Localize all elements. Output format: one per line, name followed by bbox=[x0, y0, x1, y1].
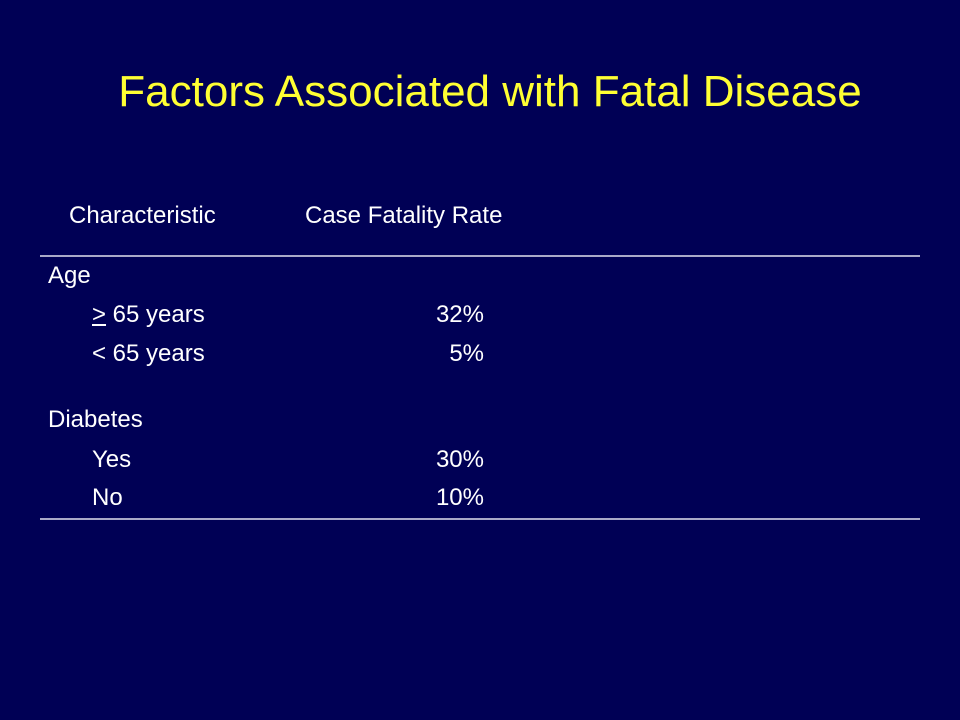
group-label: Age bbox=[48, 262, 91, 289]
row-value: 5% bbox=[449, 340, 484, 367]
fatality-table: Characteristic Case Fatality Rate Age > … bbox=[40, 0, 920, 720]
group-label-age: Age bbox=[40, 258, 920, 294]
row-label-text: 65 years bbox=[106, 301, 205, 328]
slide-title: Factors Associated with Fatal Disease bbox=[118, 67, 862, 116]
table-row: Yes 30% bbox=[40, 442, 920, 478]
row-label: Yes bbox=[92, 446, 132, 473]
row-value: 32% bbox=[435, 301, 484, 328]
row-label: < 65 years bbox=[92, 340, 205, 367]
row-label: No bbox=[92, 484, 123, 511]
row-label: > 65 years bbox=[92, 297, 205, 333]
table-row: < 65 years 5% bbox=[40, 336, 920, 372]
row-value: 10% bbox=[435, 484, 484, 511]
table-bottom-rule bbox=[40, 518, 920, 520]
row-value: 30% bbox=[435, 446, 484, 473]
table-row: > 65 years 32% bbox=[40, 297, 920, 333]
header-characteristic: Characteristic bbox=[69, 202, 216, 229]
greater-equal-sign: > bbox=[92, 301, 107, 328]
table-top-rule bbox=[40, 255, 920, 257]
group-label-diabetes: Diabetes bbox=[40, 402, 920, 438]
group-label: Diabetes bbox=[48, 406, 143, 433]
table-row: No 10% bbox=[40, 480, 920, 516]
header-case-fatality-rate: Case Fatality Rate bbox=[305, 202, 503, 229]
